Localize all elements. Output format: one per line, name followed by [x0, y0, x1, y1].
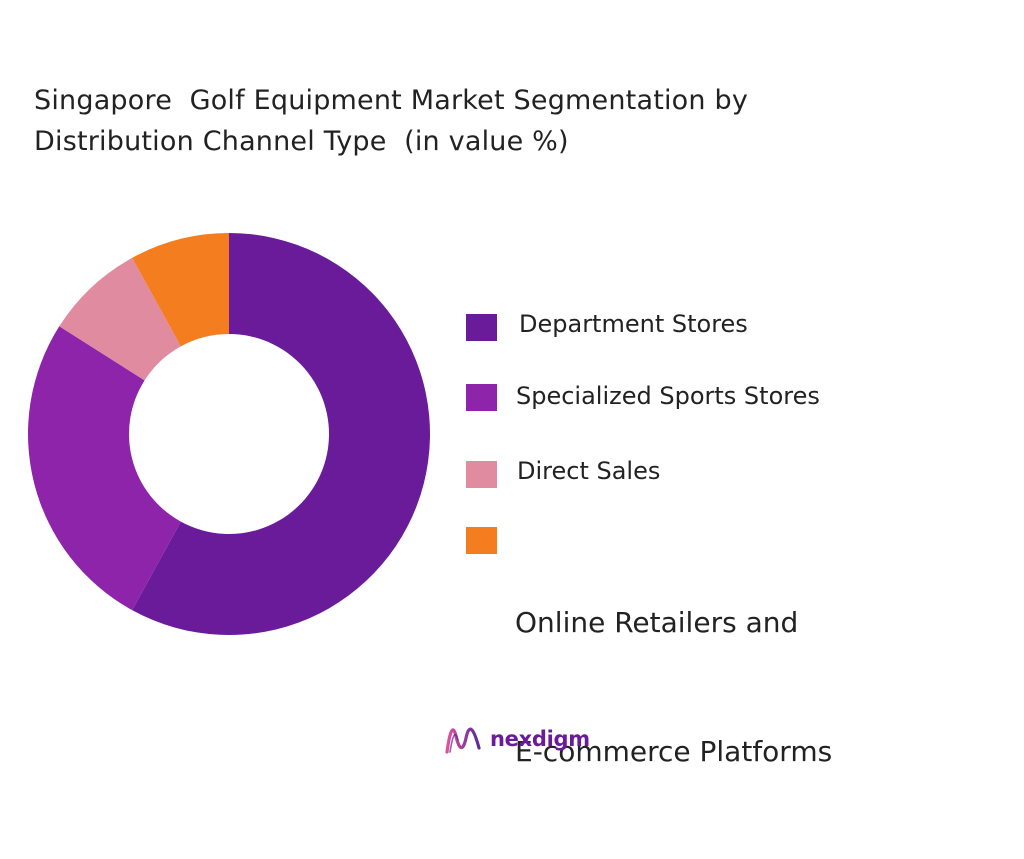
chart-title-line-1: Singapore Golf Equipment Market Segmenta…	[34, 85, 749, 116]
legend-label-line-2: E-commerce Platforms	[515, 735, 833, 768]
legend-item-online-retailers: Online Retailers and E-commerce Platform…	[466, 527, 832, 859]
legend-item-specialized-sports-stores: Specialized Sports Stores	[466, 382, 820, 412]
legend-swatch	[466, 461, 497, 488]
brand-name: nexdigm	[490, 727, 590, 751]
brand-logo: nexdigm	[444, 722, 590, 756]
legend-swatch	[466, 314, 497, 341]
chart-title-line-2: Distribution Channel Type (in value %)	[34, 126, 569, 157]
legend-item-direct-sales: Direct Sales	[466, 457, 660, 488]
legend-label: Specialized Sports Stores	[516, 382, 820, 410]
donut-slice-direct-sales	[59, 257, 181, 381]
legend-label-line-1: Online Retailers and	[515, 606, 799, 639]
legend-label: Online Retailers and E-commerce Platform…	[515, 515, 832, 859]
legend-label: Department Stores	[519, 310, 748, 338]
nexdigm-wave-logo-icon	[445, 727, 481, 754]
chart-title: Singapore Golf Equipment Market Segmenta…	[34, 80, 934, 162]
legend-swatch	[466, 384, 497, 411]
legend-label: Direct Sales	[517, 457, 661, 485]
legend-item-department-stores: Department Stores	[466, 310, 748, 341]
legend-swatch	[466, 527, 497, 554]
donut-slice-department-stores	[132, 233, 431, 635]
donut-chart	[27, 233, 431, 635]
donut-slice-online-retailers-and-e-commerce-platforms	[132, 233, 229, 347]
donut-slice-specialized-sports-stores	[27, 326, 181, 611]
